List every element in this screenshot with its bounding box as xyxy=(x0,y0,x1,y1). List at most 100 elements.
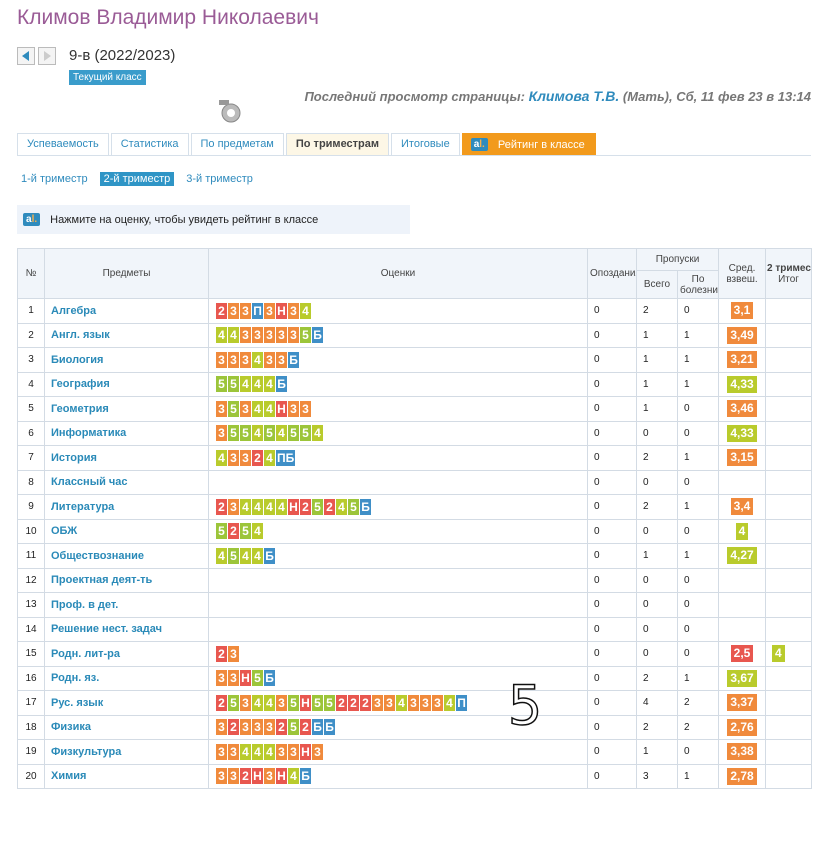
grade[interactable]: 3 xyxy=(228,498,239,515)
grade[interactable]: 3 xyxy=(276,351,287,368)
grade[interactable]: 2 xyxy=(252,449,263,466)
tab[interactable]: По предметам xyxy=(190,133,284,155)
grade[interactable]: 3 xyxy=(240,449,251,466)
subject[interactable]: Проф. в дет. xyxy=(44,592,209,618)
grade[interactable]: 3 xyxy=(216,670,227,687)
subject[interactable]: Обществознание xyxy=(44,543,209,569)
subject[interactable]: История xyxy=(44,445,209,471)
grade[interactable]: 4 xyxy=(252,425,263,442)
grade[interactable]: 4 xyxy=(396,694,407,711)
grade[interactable]: 3 xyxy=(408,694,419,711)
grade[interactable]: 2 xyxy=(360,694,371,711)
grade[interactable]: 3 xyxy=(216,351,227,368)
grade[interactable]: 3 xyxy=(372,694,383,711)
grade[interactable]: 5 xyxy=(324,694,335,711)
subject[interactable]: Рус. язык xyxy=(44,690,209,716)
grade[interactable]: Н xyxy=(252,768,263,785)
grade[interactable]: 5 xyxy=(228,400,239,417)
grade[interactable]: 5 xyxy=(288,694,299,711)
grade[interactable]: 3 xyxy=(288,743,299,760)
grade[interactable]: П xyxy=(252,302,263,319)
grade[interactable]: 2 xyxy=(240,768,251,785)
grade[interactable]: 3 xyxy=(252,327,263,344)
subject[interactable]: ОБЖ xyxy=(44,518,209,544)
grade[interactable]: 3 xyxy=(384,694,395,711)
grade[interactable]: 3 xyxy=(240,694,251,711)
tab[interactable]: По триместрам xyxy=(285,133,390,155)
grade[interactable]: 3 xyxy=(276,327,287,344)
subject[interactable]: География xyxy=(44,371,209,397)
grade[interactable]: 4 xyxy=(252,351,263,368)
grade[interactable]: 3 xyxy=(240,327,251,344)
grade[interactable]: 4 xyxy=(240,547,251,564)
grade[interactable]: 4 xyxy=(240,498,251,515)
grade[interactable]: 3 xyxy=(432,694,443,711)
grade[interactable]: 3 xyxy=(288,400,299,417)
grade[interactable]: 5 xyxy=(264,425,275,442)
grade[interactable]: 3 xyxy=(252,719,263,736)
grade[interactable]: 3 xyxy=(288,302,299,319)
grade[interactable]: 5 xyxy=(348,498,359,515)
grade[interactable]: Н xyxy=(300,743,311,760)
tab[interactable]: Статистика xyxy=(110,133,189,155)
grade[interactable]: 4 xyxy=(264,376,275,393)
subject[interactable]: Информатика xyxy=(44,420,209,446)
grade[interactable]: 4 xyxy=(336,498,347,515)
grade[interactable]: 2 xyxy=(276,719,287,736)
tab[interactable]: Итоговые xyxy=(391,133,460,155)
grade[interactable]: 4 xyxy=(240,376,251,393)
grade[interactable]: 3 xyxy=(216,743,227,760)
grade[interactable]: 3 xyxy=(240,719,251,736)
grade[interactable]: Б xyxy=(312,327,323,344)
grade[interactable]: 4 xyxy=(264,743,275,760)
grade[interactable]: 2 xyxy=(300,719,311,736)
grade[interactable]: 2 xyxy=(216,302,227,319)
grade[interactable]: 2 xyxy=(348,694,359,711)
grade[interactable]: Б xyxy=(360,498,371,515)
grade[interactable]: 5 xyxy=(300,425,311,442)
grade[interactable]: 3 xyxy=(228,670,239,687)
grade[interactable]: 2 xyxy=(216,498,227,515)
grade[interactable]: 5 xyxy=(216,523,227,540)
grade[interactable]: 4 xyxy=(276,425,287,442)
tab[interactable]: al. Рейтинг в классе xyxy=(461,133,596,155)
grade[interactable]: 3 xyxy=(264,768,275,785)
grade[interactable]: 3 xyxy=(228,743,239,760)
grade[interactable]: 5 xyxy=(312,498,323,515)
grade[interactable]: 5 xyxy=(228,547,239,564)
grade[interactable]: 4 xyxy=(240,743,251,760)
term[interactable]: 3-й триместр xyxy=(186,173,253,185)
tab[interactable]: Успеваемость xyxy=(17,133,109,155)
grade[interactable]: 3 xyxy=(228,449,239,466)
subject[interactable]: Алгебра xyxy=(44,298,209,324)
grade[interactable]: 2 xyxy=(300,498,311,515)
subject[interactable]: Биология xyxy=(44,347,209,373)
grade[interactable]: 3 xyxy=(240,400,251,417)
grade[interactable]: 4 xyxy=(288,768,299,785)
grade[interactable]: 4 xyxy=(264,400,275,417)
subject[interactable]: Физкультура xyxy=(44,739,209,765)
grade[interactable]: 4 xyxy=(252,523,263,540)
grade[interactable]: 2 xyxy=(228,719,239,736)
grade[interactable]: 5 xyxy=(312,694,323,711)
grade[interactable]: 3 xyxy=(216,719,227,736)
grade[interactable]: 4 xyxy=(444,694,455,711)
grade[interactable]: Н xyxy=(240,670,251,687)
subject[interactable]: Геометрия xyxy=(44,396,209,422)
grade[interactable]: 5 xyxy=(240,523,251,540)
subject[interactable]: Родн. лит-ра xyxy=(44,641,209,667)
subject[interactable]: Классный час xyxy=(44,469,209,495)
grade[interactable]: Б xyxy=(324,719,335,736)
grade[interactable]: 4 xyxy=(264,694,275,711)
grade[interactable]: Н xyxy=(276,400,287,417)
grade[interactable]: 3 xyxy=(264,327,275,344)
grade[interactable]: 4 xyxy=(216,327,227,344)
grade[interactable]: 4 xyxy=(264,449,275,466)
grade[interactable]: 3 xyxy=(264,719,275,736)
grade[interactable]: 4 xyxy=(312,425,323,442)
grade[interactable]: 2 xyxy=(336,694,347,711)
grade[interactable]: 3 xyxy=(264,302,275,319)
grade[interactable]: 5 xyxy=(228,376,239,393)
term[interactable]: 2-й триместр xyxy=(99,172,175,186)
grade[interactable]: Н xyxy=(276,768,287,785)
